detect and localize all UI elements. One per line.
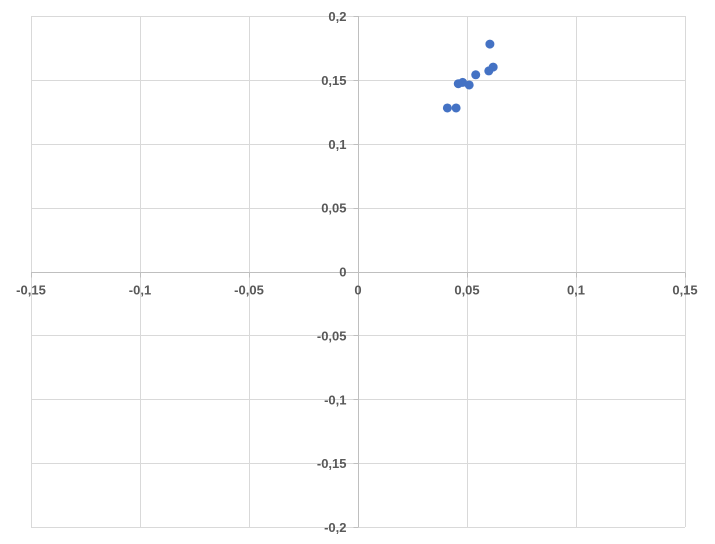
data-point: [488, 62, 498, 72]
y-tick-label: -0,1: [324, 392, 346, 407]
y-tick-label: -0,05: [317, 328, 347, 343]
y-tick-label: -0,2: [324, 520, 346, 535]
y-tick-label: -0,15: [317, 456, 347, 471]
data-point: [451, 103, 461, 113]
data-point: [442, 103, 452, 113]
data-point: [471, 70, 481, 80]
x-tick-label: 0: [354, 283, 361, 298]
tick-labels: -0,15 -0,1 -0,05 0 0,05 0,1 0,15 0,2 0,15 0,1 0,05…: [16, 9, 697, 535]
data-point: [485, 39, 495, 49]
x-tick-label: -0,05: [234, 283, 264, 298]
y-tick-label: 0: [339, 265, 346, 280]
x-tick-label: 0,05: [454, 283, 479, 298]
x-tick-label: -0,15: [16, 283, 46, 298]
x-tick-label: 0,15: [672, 283, 697, 298]
data-point: [464, 80, 474, 90]
axes: [31, 16, 686, 528]
x-tick-label: -0,1: [129, 283, 151, 298]
y-tick-label: 0,1: [328, 137, 346, 152]
data-points: [442, 39, 498, 113]
y-tick-label: 0,2: [328, 9, 346, 24]
y-tick-label: 0,05: [321, 201, 346, 216]
x-tick-label: 0,1: [567, 283, 585, 298]
y-tick-label: 0,15: [321, 73, 346, 88]
